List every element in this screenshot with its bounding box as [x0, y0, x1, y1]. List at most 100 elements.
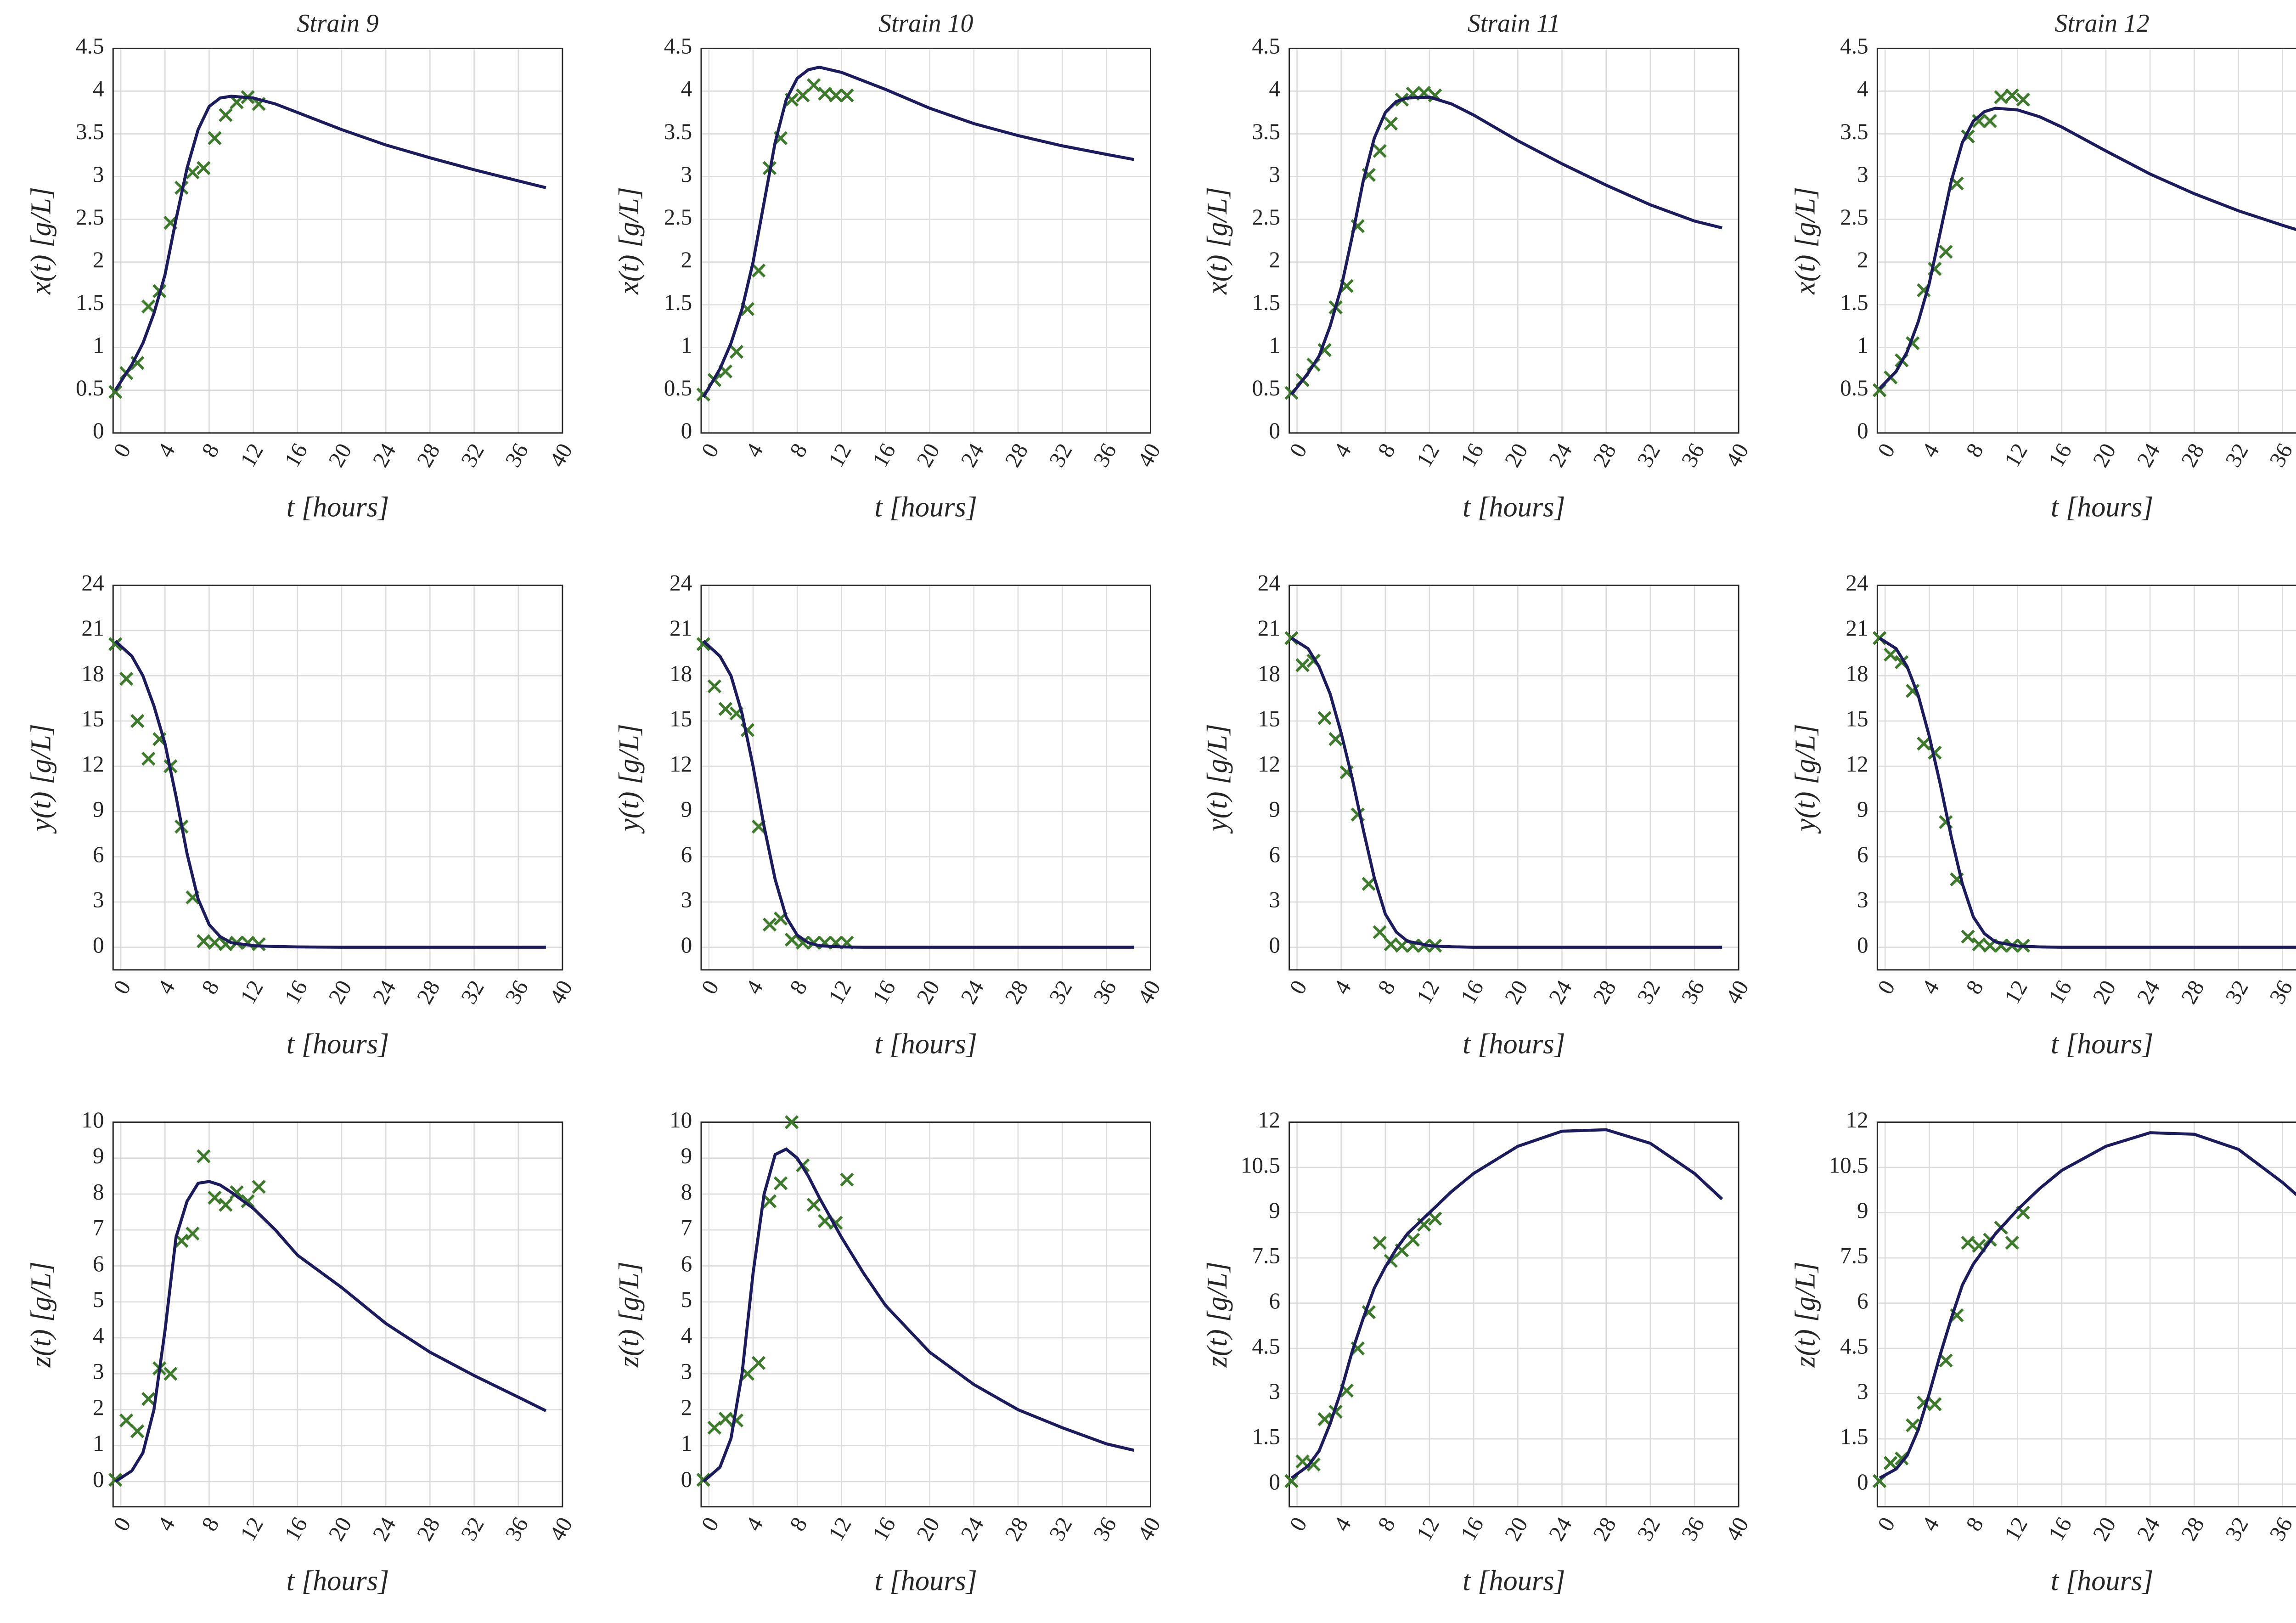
data-marker: [197, 934, 211, 948]
y-tick-label: 0.5: [76, 375, 104, 400]
y-tick-label: 1.5: [1840, 1424, 1868, 1449]
y-tick-label: 1.5: [1252, 290, 1280, 315]
y-tick-label: 12: [1258, 1107, 1280, 1133]
y-tick-label: 10: [81, 1107, 104, 1133]
data-marker: [718, 702, 733, 716]
y-axis-label: y(t) [g/L]: [613, 724, 645, 834]
y-tick-label: 4: [93, 76, 104, 101]
model-line: [702, 65, 1135, 398]
y-tick-label: 3: [1857, 162, 1868, 187]
y-tick-label: 3.5: [1840, 119, 1868, 144]
y-tick-label: 0: [681, 932, 692, 958]
x-axis-label: t [hours]: [287, 1565, 389, 1597]
data-marker: [795, 935, 810, 950]
data-marker: [1317, 1412, 1332, 1426]
y-tick-label: 0: [93, 1466, 104, 1492]
x-axis-label: t [hours]: [1463, 1565, 1565, 1597]
y-tick-label: 1.5: [76, 290, 104, 315]
y-tick-label: 0: [1857, 932, 1868, 958]
y-axis-label: y(t) [g/L]: [1790, 724, 1821, 834]
x-axis-label: t [hours]: [874, 1028, 977, 1060]
subplot-title: Strain 12: [2055, 9, 2150, 38]
data-marker: [2016, 92, 2030, 107]
data-marker: [252, 1180, 266, 1194]
y-tick-label: 1.5: [664, 290, 692, 315]
y-tick-label: 0.5: [1840, 375, 1868, 400]
y-tick-label: 3: [1269, 887, 1280, 912]
y-axis-label: y(t) [g/L]: [25, 724, 57, 834]
y-tick-label: 10: [670, 1107, 692, 1133]
y-tick-label: 18: [1846, 661, 1868, 686]
y-tick-label: 1: [93, 332, 104, 358]
y-tick-label: 0: [1857, 1469, 1868, 1494]
y-tick-label: 0: [1269, 932, 1280, 958]
y-tick-label: 3.5: [1252, 119, 1280, 144]
y-tick-label: 12: [670, 751, 692, 777]
data-marker: [241, 1194, 255, 1208]
axes-frame: [112, 584, 563, 971]
y-tick-label: 7: [681, 1215, 692, 1240]
y-tick-label: 3: [93, 162, 104, 187]
x-axis-label: t [hours]: [2051, 1028, 2154, 1060]
data-marker: [773, 1176, 788, 1190]
y-tick-label: 6: [681, 842, 692, 867]
y-tick-label: 15: [1258, 706, 1280, 731]
x-axis-label: t [hours]: [2051, 1565, 2154, 1597]
y-tick-label: 0: [1857, 418, 1868, 443]
data-marker: [208, 1190, 222, 1205]
y-tick-label: 4.5: [1840, 1333, 1868, 1358]
axes-frame: [112, 47, 563, 434]
y-tick-label: 5: [681, 1287, 692, 1312]
y-tick-label: 6: [1857, 1288, 1868, 1313]
y-tick-label: 2: [93, 1395, 104, 1420]
x-axis-label: t [hours]: [287, 1028, 389, 1060]
y-tick-label: 9: [681, 796, 692, 822]
data-marker: [1883, 648, 1898, 662]
data-marker: [1362, 877, 1376, 891]
data-marker: [197, 161, 211, 175]
data-marker: [119, 1413, 134, 1428]
y-axis-label: z(t) [g/L]: [613, 1262, 645, 1368]
data-marker: [141, 299, 156, 314]
model-line: [1290, 1128, 1723, 1480]
data-marker: [696, 637, 710, 651]
y-axis-label: z(t) [g/L]: [1201, 1262, 1233, 1368]
y-tick-label: 7.5: [1840, 1243, 1868, 1268]
y-tick-label: 6: [1269, 1288, 1280, 1313]
y-tick-label: 0.5: [664, 375, 692, 400]
y-tick-label: 9: [1857, 1198, 1868, 1223]
y-tick-label: 6: [1269, 842, 1280, 867]
y-tick-label: 15: [670, 706, 692, 731]
y-tick-label: 2: [1857, 247, 1868, 272]
y-tick-label: 10.5: [1241, 1152, 1280, 1178]
y-tick-label: 1: [1857, 332, 1868, 358]
data-marker: [707, 1420, 722, 1435]
y-tick-label: 4: [1269, 76, 1280, 101]
data-marker: [795, 88, 810, 102]
model-line: [702, 640, 1134, 949]
axes-frame: [112, 1121, 563, 1508]
data-marker: [219, 1198, 233, 1212]
y-axis-label: y(t) [g/L]: [1201, 724, 1233, 834]
data-marker: [130, 1424, 145, 1438]
y-tick-label: 3: [93, 1359, 104, 1384]
data-marker: [1373, 144, 1387, 158]
data-marker: [1939, 245, 1953, 259]
x-axis-label: t [hours]: [874, 491, 977, 523]
data-marker: [1328, 732, 1343, 746]
y-tick-label: 0: [681, 1466, 692, 1492]
y-tick-label: 1.5: [1840, 290, 1868, 315]
data-marker: [1972, 937, 1986, 952]
y-tick-label: 18: [670, 661, 692, 686]
y-tick-label: 6: [681, 1251, 692, 1276]
y-tick-label: 15: [1846, 706, 1868, 731]
y-tick-label: 15: [81, 706, 104, 731]
y-tick-label: 6: [93, 842, 104, 867]
y-tick-label: 3: [681, 887, 692, 912]
data-marker: [1917, 737, 1931, 751]
y-tick-label: 4.5: [664, 34, 692, 59]
model-line: [1290, 96, 1722, 396]
